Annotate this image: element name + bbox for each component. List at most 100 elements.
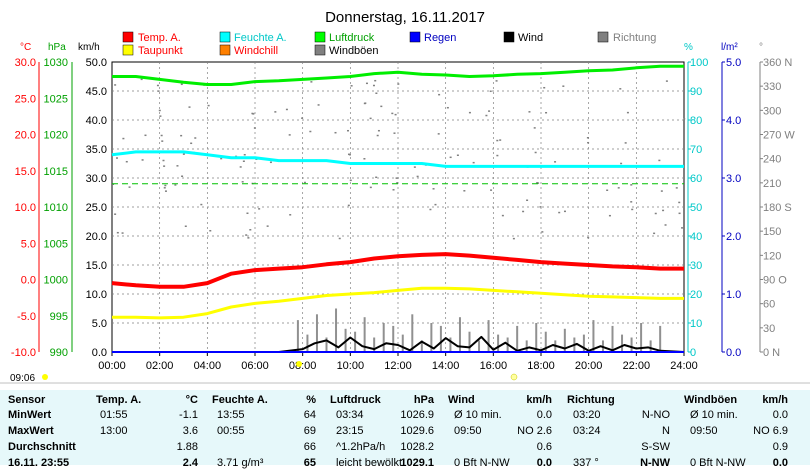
direction-dot [190,143,192,145]
y-tick-label-temp: 5.0 [21,238,36,250]
table-cell-p_val: 1029.1 [384,457,434,469]
direction-dot [485,115,487,117]
direction-dot [434,204,436,206]
y-tick-label-rain: 2.0 [726,231,741,243]
x-tick-label: 14:00 [432,360,460,372]
table-cell-p_time: 03:34 [336,409,364,421]
direction-dot [161,140,163,142]
x-tick-label: 00:00 [98,360,126,372]
direction-dot [176,165,178,167]
table-cell-d_val: S-SW [620,441,670,453]
legend-label-pressure: Luftdruck [329,32,375,44]
axis-unit-pressure: hPa [48,42,66,53]
direction-dot [619,88,621,90]
direction-dot [310,81,312,83]
table-cell-w_val: 0.0 [500,457,552,469]
direction-dot [350,180,352,182]
table-cell-g_time: 09:50 [690,425,718,437]
direction-dot [545,112,547,114]
direction-dot [438,133,440,135]
direction-dot [200,204,202,206]
direction-dot [364,103,366,105]
x-tick-label: 18:00 [527,360,555,372]
hdr-wind-unit: km/h [520,394,552,406]
direction-dot [666,80,668,82]
direction-dot [114,213,116,215]
direction-dot [528,111,530,113]
direction-dot [490,189,492,191]
direction-dot [658,160,660,162]
y-tick-label-humidity: 20 [690,289,702,301]
direction-dot [244,154,246,156]
y-tick-label-temp: 15.0 [15,166,36,178]
table-cell-t_val: 1.88 [150,441,198,453]
axis-unit-speed: km/h [78,42,100,53]
y-tick-label-humidity: 90 [690,86,702,98]
direction-dot [165,190,167,192]
direction-dot [655,213,657,215]
y-tick-label-direction: 270 W [763,130,795,142]
y-tick-label-temp: 30.0 [15,57,36,69]
direction-dot [249,229,251,231]
direction-dot [496,155,498,157]
direction-dot [499,139,501,141]
hdr-hum-unit: % [298,394,316,406]
direction-dot [335,132,337,134]
hdr-press-unit: hPa [410,394,434,406]
direction-dot [587,142,589,144]
direction-dot [309,131,311,133]
grid [112,62,684,352]
direction-dot [653,233,655,235]
direction-dot [535,152,537,154]
direction-dot [114,84,116,86]
direction-dot [274,111,276,113]
x-tick-label: 02:00 [146,360,174,372]
direction-dot [447,107,449,109]
x-tick-label: 24:00 [670,360,698,372]
legend-label-temp: Temp. A. [138,32,181,44]
table-cell-p_time: ^1.2hPa/h [336,441,385,453]
table-cell-p_time: 23:15 [336,425,364,437]
direction-dot [378,130,380,132]
direction-dot [339,238,341,240]
series-pressure [112,66,684,84]
direction-dot [289,134,291,136]
direction-dot [681,227,683,229]
direction-dot [254,127,256,129]
direction-dot [490,91,492,93]
direction-dot [267,225,269,227]
y-tick-label-humidity: 100 [690,57,708,69]
y-tick-label-temp: 25.0 [15,93,36,105]
y-tick-label-direction: 330 [763,81,781,93]
y-tick-label-speed: 0.0 [92,347,107,359]
table-cell-t_val: 2.4 [150,457,198,469]
table-cell-h_val: 65 [270,457,316,469]
y-tick-label-speed: 45.0 [86,86,107,98]
direction-dot [209,230,211,232]
direction-dot [526,200,528,202]
y-tick-label-direction: 180 S [763,202,792,214]
table-cell-w_time: Ø 10 min. [454,409,502,421]
y-tick-label-humidity: 0 [690,347,696,359]
direction-dot [627,112,629,114]
direction-dot [318,104,320,106]
direction-dot [380,106,382,108]
direction-dot [183,153,185,155]
y-tick-label-temp: -5.0 [17,311,36,323]
weather-chart: Donnerstag, 16.11.2017 Temp. A. Feuchte … [0,0,810,390]
direction-dot [534,127,536,128]
y-tick-label-speed: 40.0 [86,115,107,127]
axis-unit-temp: °C [20,42,31,53]
y-tick-label-pressure: 1000 [44,275,68,287]
x-tick-label: 10:00 [337,360,365,372]
direction-dot [676,187,678,189]
direction-dot [463,190,465,192]
direction-dot [554,161,556,163]
table-cell-d_val: N-NW [620,457,670,469]
y-tick-label-speed: 35.0 [86,144,107,156]
y-tick-label-humidity: 50 [690,202,702,214]
direction-dot [562,85,564,87]
direction-dot [126,161,128,163]
direction-dot [662,210,664,212]
direction-dot [181,84,183,86]
